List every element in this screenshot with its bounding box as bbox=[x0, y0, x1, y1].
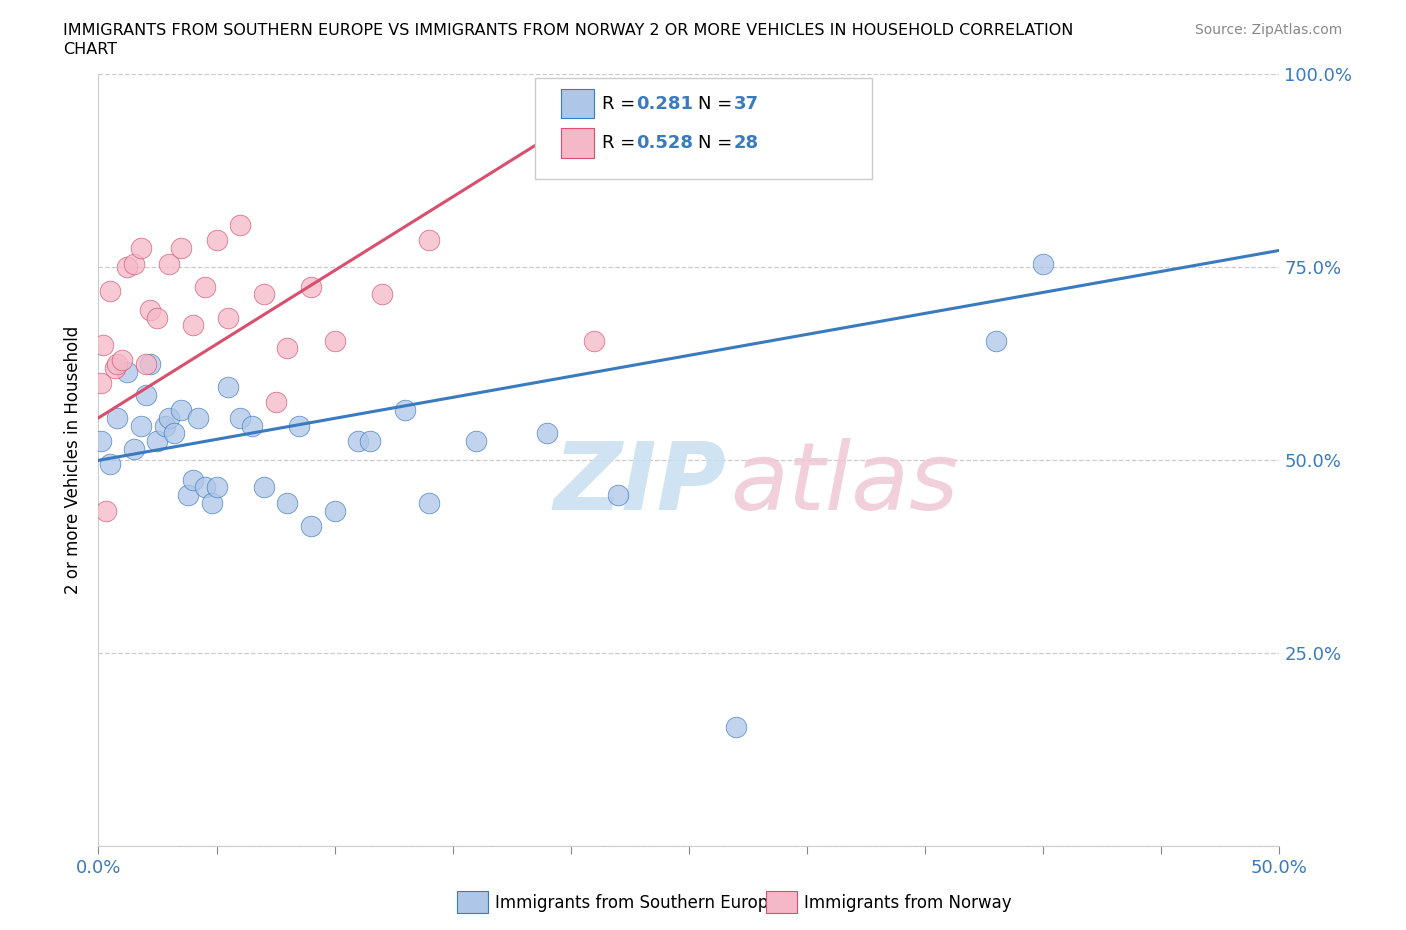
Point bbox=[217, 310, 239, 325]
Point bbox=[394, 403, 416, 418]
Point bbox=[181, 318, 204, 333]
Text: 37: 37 bbox=[734, 95, 759, 113]
Text: 28: 28 bbox=[734, 134, 759, 153]
Point bbox=[984, 333, 1007, 348]
FancyBboxPatch shape bbox=[536, 78, 872, 179]
Point bbox=[194, 480, 217, 495]
Point bbox=[157, 256, 180, 271]
Point bbox=[146, 433, 169, 448]
Text: atlas: atlas bbox=[730, 438, 959, 529]
Point bbox=[153, 418, 176, 433]
Point bbox=[217, 379, 239, 394]
Point bbox=[607, 487, 630, 502]
Point bbox=[104, 360, 127, 375]
Point bbox=[536, 426, 558, 441]
Text: ZIP: ZIP bbox=[553, 437, 725, 529]
Point bbox=[264, 395, 287, 410]
Point bbox=[129, 418, 152, 433]
Point bbox=[90, 376, 112, 391]
Point bbox=[111, 352, 134, 367]
Point bbox=[135, 356, 157, 371]
Text: Immigrants from Southern Europe: Immigrants from Southern Europe bbox=[495, 894, 779, 912]
Point bbox=[91, 338, 114, 352]
Text: R =: R = bbox=[602, 95, 641, 113]
Point bbox=[94, 503, 117, 518]
Point bbox=[299, 279, 322, 294]
Point bbox=[229, 410, 252, 425]
Point bbox=[90, 433, 112, 448]
Point bbox=[323, 333, 346, 348]
Text: R =: R = bbox=[602, 134, 641, 153]
Bar bbox=[561, 128, 595, 158]
Text: N =: N = bbox=[699, 134, 738, 153]
Point bbox=[201, 496, 224, 511]
Point bbox=[181, 472, 204, 487]
Text: Immigrants from Norway: Immigrants from Norway bbox=[804, 894, 1012, 912]
Point bbox=[288, 418, 311, 433]
Bar bbox=[561, 89, 595, 118]
Point bbox=[276, 341, 298, 356]
Point bbox=[98, 457, 121, 472]
Point bbox=[465, 433, 488, 448]
Point bbox=[323, 503, 346, 518]
Point bbox=[347, 433, 370, 448]
Point bbox=[229, 218, 252, 232]
Y-axis label: 2 or more Vehicles in Household: 2 or more Vehicles in Household bbox=[65, 326, 83, 594]
Point bbox=[115, 259, 138, 275]
Text: IMMIGRANTS FROM SOUTHERN EUROPE VS IMMIGRANTS FROM NORWAY 2 OR MORE VEHICLES IN : IMMIGRANTS FROM SOUTHERN EUROPE VS IMMIG… bbox=[63, 23, 1074, 38]
Point bbox=[157, 410, 180, 425]
Text: 0.281: 0.281 bbox=[636, 95, 693, 113]
Point bbox=[418, 232, 440, 247]
Point bbox=[253, 287, 276, 302]
Point bbox=[105, 356, 128, 371]
Point bbox=[371, 287, 394, 302]
Point bbox=[170, 403, 193, 418]
Point bbox=[115, 365, 138, 379]
Point bbox=[170, 241, 193, 256]
Point bbox=[299, 519, 322, 534]
Point bbox=[163, 426, 186, 441]
Point bbox=[139, 302, 162, 317]
Point bbox=[205, 480, 228, 495]
Point bbox=[276, 496, 298, 511]
Text: 0.528: 0.528 bbox=[636, 134, 693, 153]
Point bbox=[194, 279, 217, 294]
Point bbox=[146, 310, 169, 325]
Point bbox=[359, 433, 381, 448]
Point bbox=[1032, 256, 1054, 271]
Point bbox=[205, 232, 228, 247]
Text: CHART: CHART bbox=[63, 42, 117, 57]
Point bbox=[98, 283, 121, 298]
Point bbox=[253, 480, 276, 495]
Point bbox=[725, 719, 748, 734]
Point bbox=[418, 496, 440, 511]
Point bbox=[583, 333, 606, 348]
Point bbox=[240, 418, 263, 433]
Point bbox=[122, 442, 145, 457]
Point bbox=[135, 387, 157, 402]
Point bbox=[177, 487, 200, 502]
Text: N =: N = bbox=[699, 95, 738, 113]
Point bbox=[129, 241, 152, 256]
Point bbox=[187, 410, 209, 425]
Point bbox=[105, 410, 128, 425]
Point bbox=[139, 356, 162, 371]
Point bbox=[122, 256, 145, 271]
Text: Source: ZipAtlas.com: Source: ZipAtlas.com bbox=[1195, 23, 1343, 37]
